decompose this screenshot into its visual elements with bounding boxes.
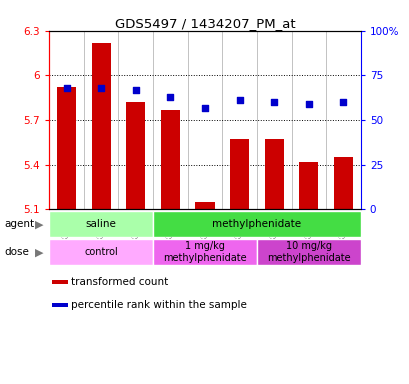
- Point: [132, 86, 139, 93]
- Bar: [153, 239, 256, 265]
- Point: [63, 85, 70, 91]
- Text: transformed count: transformed count: [70, 277, 167, 287]
- Bar: [256, 239, 360, 265]
- Point: [339, 99, 346, 105]
- Text: ▶: ▶: [35, 219, 43, 229]
- Bar: [299, 162, 318, 209]
- Text: dose: dose: [4, 247, 29, 257]
- Point: [167, 94, 173, 100]
- Point: [236, 97, 242, 103]
- Bar: [160, 109, 180, 209]
- Point: [201, 104, 208, 111]
- Point: [98, 85, 104, 91]
- Text: 10 mg/kg
methylphenidate: 10 mg/kg methylphenidate: [266, 242, 350, 263]
- Text: ▶: ▶: [35, 247, 43, 257]
- Bar: [195, 202, 214, 209]
- Bar: [264, 139, 283, 209]
- Bar: [333, 157, 352, 209]
- Text: agent: agent: [4, 219, 34, 229]
- Text: 1 mg/kg
methylphenidate: 1 mg/kg methylphenidate: [163, 242, 246, 263]
- Bar: [49, 211, 153, 237]
- Text: control: control: [84, 247, 118, 257]
- Bar: [91, 43, 110, 209]
- Point: [270, 99, 277, 105]
- Text: saline: saline: [85, 219, 116, 229]
- Point: [305, 101, 311, 107]
- Bar: [49, 239, 153, 265]
- Text: methylphenidate: methylphenidate: [212, 219, 301, 229]
- Bar: [153, 211, 360, 237]
- Title: GDS5497 / 1434207_PM_at: GDS5497 / 1434207_PM_at: [115, 17, 294, 30]
- Bar: [229, 139, 249, 209]
- Bar: [52, 303, 67, 307]
- Bar: [126, 102, 145, 209]
- Text: percentile rank within the sample: percentile rank within the sample: [70, 300, 246, 310]
- Bar: [52, 280, 67, 284]
- Bar: [57, 87, 76, 209]
